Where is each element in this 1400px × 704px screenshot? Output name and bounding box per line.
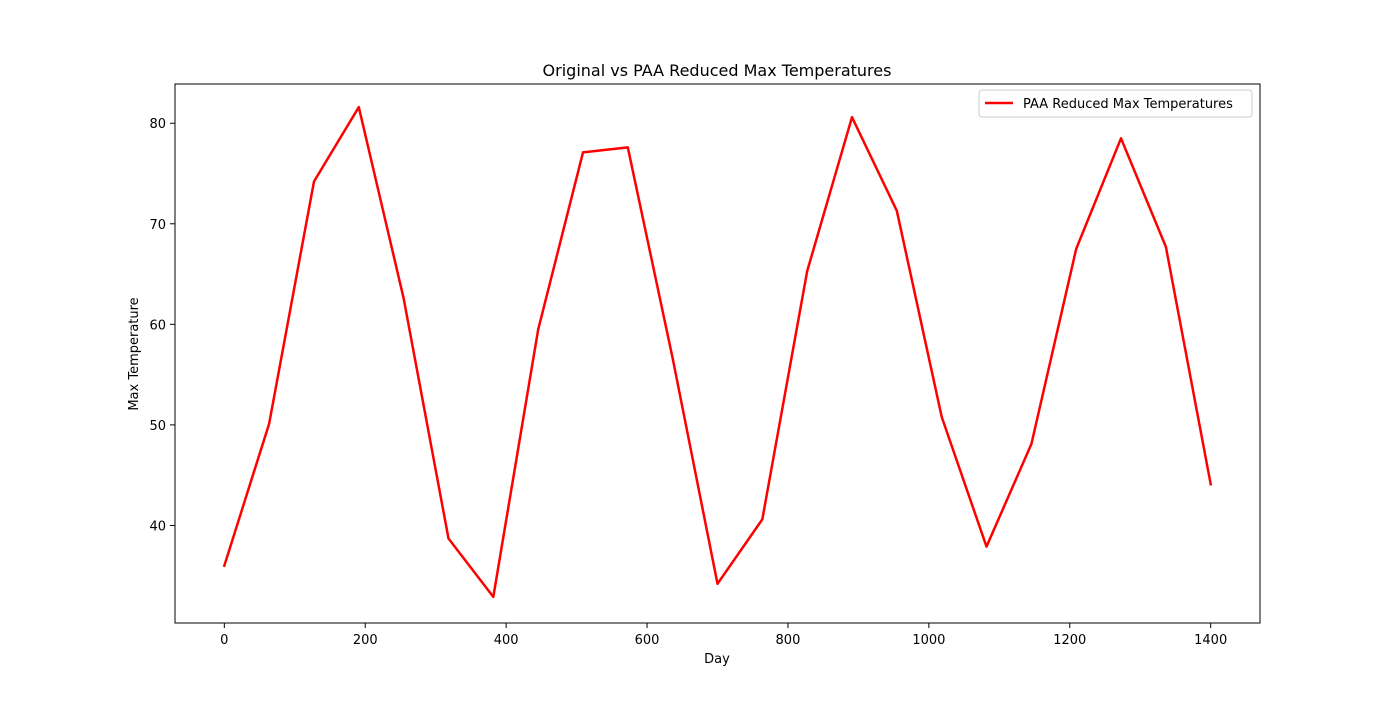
chart-title: Original vs PAA Reduced Max Temperatures — [543, 61, 892, 80]
legend: PAA Reduced Max Temperatures — [978, 89, 1253, 118]
y-tick-label: 80 — [149, 117, 166, 132]
x-tick-label: 400 — [494, 633, 519, 648]
axes-frame — [174, 83, 1261, 624]
x-tick-label: 0 — [220, 633, 228, 648]
legend-box — [978, 89, 1253, 118]
x-tick-label: 600 — [635, 633, 660, 648]
x-tick-label: 1200 — [1053, 633, 1086, 648]
y-tick-label: 60 — [149, 318, 166, 333]
x-axis-label: Day — [704, 652, 730, 667]
x-tick-label: 200 — [353, 633, 378, 648]
y-axis-label: Max Temperature — [127, 297, 142, 410]
x-tick-label: 1000 — [912, 633, 945, 648]
y-tick-label: 40 — [149, 519, 166, 534]
series-line — [222, 105, 1213, 599]
plot-area: 0 200 400 600 800 1000 1200 1400 40 50 60 70 80 PAA R… — [149, 83, 1261, 648]
y-tick-label: 70 — [149, 218, 166, 233]
x-tick-label: 1400 — [1194, 633, 1227, 648]
x-tick-label: 800 — [776, 633, 801, 648]
y-tick-label: 50 — [149, 419, 166, 434]
legend-label: PAA Reduced Max Temperatures — [1023, 97, 1233, 112]
